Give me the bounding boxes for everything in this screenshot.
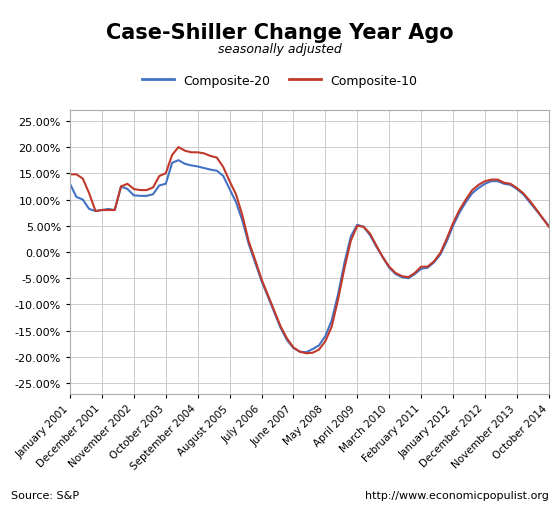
Composite-20	[386, 265, 393, 271]
Composite-10	[399, 274, 405, 280]
Composite-20	[67, 181, 73, 187]
Composite-10	[175, 145, 182, 151]
Text: http://www.economicpopulist.org: http://www.economicpopulist.org	[365, 490, 549, 500]
Composite-20	[328, 318, 335, 324]
Composite-20	[239, 218, 246, 224]
Composite-20	[399, 275, 405, 281]
Composite-10	[545, 224, 552, 230]
Text: Case-Shiller Change Year Ago: Case-Shiller Change Year Ago	[106, 23, 454, 43]
Composite-20	[545, 223, 552, 229]
Text: Source: S&P: Source: S&P	[11, 490, 80, 500]
Composite-10	[303, 350, 310, 357]
Composite-10	[328, 324, 335, 330]
Composite-10	[239, 213, 246, 219]
Composite-20	[303, 349, 310, 356]
Composite-10	[463, 197, 469, 203]
Composite-20	[175, 158, 182, 164]
Composite-20	[463, 199, 469, 206]
Line: Composite-10: Composite-10	[70, 148, 549, 354]
Composite-10	[111, 208, 118, 214]
Composite-10	[67, 172, 73, 178]
Composite-20	[111, 208, 118, 214]
Legend: Composite-20, Composite-10: Composite-20, Composite-10	[137, 69, 423, 92]
Composite-10	[386, 264, 393, 270]
Text: seasonally adjusted: seasonally adjusted	[218, 43, 342, 56]
Line: Composite-20: Composite-20	[70, 161, 549, 352]
